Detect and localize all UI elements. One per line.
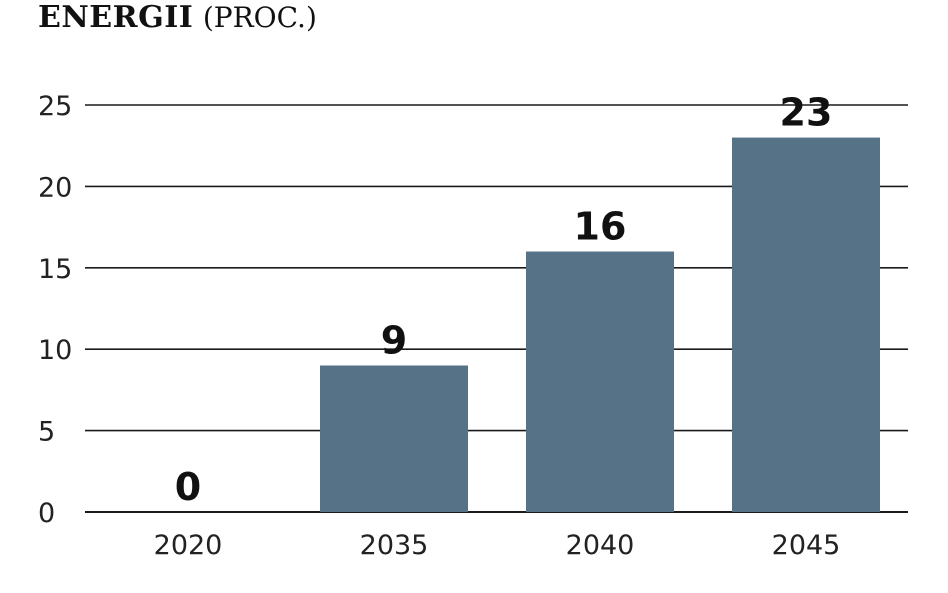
y-tick-label: 20 bbox=[38, 172, 72, 203]
chart-title: ENERGII (PROC.) bbox=[38, 0, 317, 36]
x-tick-label-2035: 2035 bbox=[360, 530, 429, 561]
y-tick-label: 15 bbox=[38, 254, 72, 285]
value-labels: 0 9 16 23 bbox=[175, 91, 833, 509]
bar-2040 bbox=[526, 251, 674, 512]
y-tick-label: 10 bbox=[38, 335, 72, 366]
value-label-2045: 23 bbox=[780, 91, 833, 135]
chart-title-bold: ENERGII bbox=[38, 0, 194, 35]
x-tick-label-2045: 2045 bbox=[772, 530, 841, 561]
value-label-2020: 0 bbox=[175, 465, 201, 509]
y-tick-label: 0 bbox=[38, 498, 55, 529]
bar-2035 bbox=[320, 365, 468, 512]
y-tick-label: 25 bbox=[38, 91, 72, 122]
bars bbox=[320, 137, 880, 512]
x-tick-label-2040: 2040 bbox=[566, 530, 635, 561]
bar-2045 bbox=[732, 137, 880, 512]
chart-title-unit: (PROC.) bbox=[202, 1, 317, 34]
value-label-2035: 9 bbox=[381, 318, 407, 362]
value-label-2040: 16 bbox=[574, 205, 627, 249]
y-tick-label: 5 bbox=[38, 417, 55, 448]
y-axis-ticks: 0 5 10 15 20 25 bbox=[38, 91, 72, 529]
x-axis-ticks: 2020 2035 2040 2045 bbox=[154, 530, 841, 561]
x-tick-label-2020: 2020 bbox=[154, 530, 223, 561]
